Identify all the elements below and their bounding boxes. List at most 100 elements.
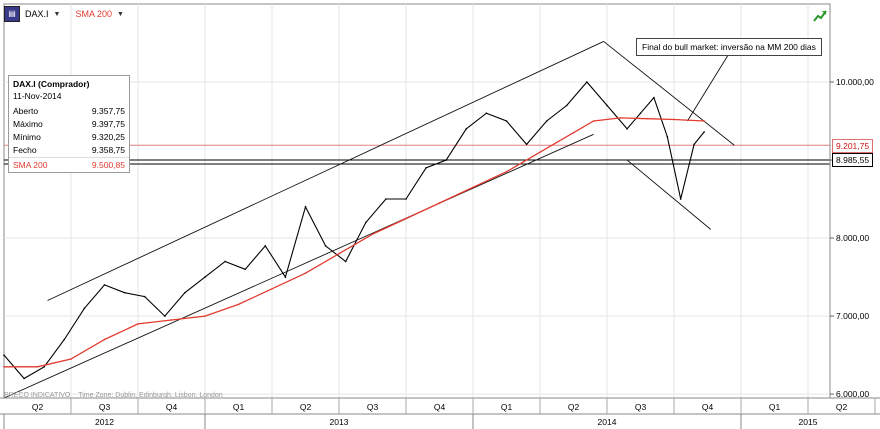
trendline-1 bbox=[3, 133, 594, 399]
series-point bbox=[344, 260, 347, 263]
series-point bbox=[545, 120, 548, 122]
series-point bbox=[164, 315, 166, 317]
series-point bbox=[224, 260, 226, 263]
plot-area bbox=[3, 3, 831, 399]
trendline-2 bbox=[603, 41, 735, 146]
indicative-price-label: PREÇO INDICATIVO bbox=[4, 392, 71, 399]
series-point bbox=[606, 104, 608, 107]
trend-up-icon[interactable] bbox=[812, 8, 828, 24]
series-point bbox=[63, 338, 66, 341]
series-point bbox=[666, 135, 669, 138]
x-tick-label: Q3 bbox=[367, 402, 379, 412]
series-point bbox=[3, 365, 5, 368]
series-point bbox=[438, 202, 441, 204]
series-point bbox=[264, 245, 267, 247]
x-tick-label: Q1 bbox=[501, 402, 513, 412]
series-point bbox=[271, 287, 273, 290]
series-point bbox=[204, 315, 206, 317]
x-tick-label: Q4 bbox=[702, 402, 714, 412]
info-value-open: 9.357,75 bbox=[91, 105, 125, 116]
series-point bbox=[244, 268, 246, 271]
support-price-tag: 8.985,55 bbox=[832, 153, 874, 167]
info-label-high: Máximo bbox=[13, 118, 43, 129]
series-point bbox=[525, 143, 528, 146]
series-point bbox=[703, 120, 705, 122]
footer-note: PREÇO INDICATIVO Time Zone: Dublin, Edin… bbox=[4, 392, 229, 399]
annotation-box[interactable]: Final do bull market: inversão na MM 200… bbox=[636, 38, 822, 56]
info-value-high: 9.397,75 bbox=[91, 118, 125, 129]
series-point bbox=[123, 291, 126, 294]
series-point bbox=[23, 377, 25, 380]
year-label: 2012 bbox=[95, 417, 114, 427]
series-point bbox=[204, 276, 206, 278]
series-point bbox=[338, 252, 340, 255]
info-row-close: Fecho 9.358,75 bbox=[9, 143, 129, 156]
x-tick-label: Q2 bbox=[32, 402, 44, 412]
series-point bbox=[103, 284, 106, 286]
series-point bbox=[572, 131, 575, 134]
y-axis-area bbox=[830, 4, 880, 398]
x-tick-label: Q4 bbox=[166, 402, 178, 412]
series-point bbox=[539, 151, 541, 154]
x-tick-label: Q1 bbox=[769, 402, 781, 412]
info-value-low: 9.320,25 bbox=[91, 131, 125, 142]
y-tick-label: 6.000,00 bbox=[836, 389, 869, 399]
y-tick-label: 8.000,00 bbox=[836, 233, 869, 243]
series-point bbox=[137, 323, 139, 325]
series-point bbox=[592, 120, 595, 122]
info-label-close: Fecho bbox=[13, 144, 37, 155]
series-point bbox=[679, 198, 682, 200]
series-point bbox=[646, 117, 648, 120]
timezone-label: Time Zone: Dublin, Edinburgh, Lisbon, Lo… bbox=[78, 392, 223, 399]
x-tick-label: Q3 bbox=[99, 402, 111, 412]
series-point bbox=[693, 143, 695, 146]
info-value-sma: 9.500,85 bbox=[91, 159, 125, 170]
series-point bbox=[653, 96, 655, 99]
series-point bbox=[703, 131, 705, 133]
series-point bbox=[324, 245, 327, 247]
chart-app-icon[interactable]: ▤ bbox=[4, 6, 20, 22]
series-point bbox=[465, 128, 468, 130]
series-point bbox=[143, 295, 146, 298]
symbol-dropdown-icon[interactable]: ▼ bbox=[53, 10, 61, 18]
indicator-dropdown-icon[interactable]: ▼ bbox=[116, 10, 124, 18]
year-label: 2015 bbox=[799, 417, 818, 427]
x-tick-label: Q3 bbox=[635, 402, 647, 412]
x-tick-label: Q2 bbox=[568, 402, 580, 412]
series-point bbox=[626, 128, 628, 130]
y-tick-label: 7.000,00 bbox=[836, 311, 869, 321]
series-point bbox=[472, 186, 474, 189]
series-point bbox=[43, 365, 45, 368]
series-point bbox=[425, 167, 427, 169]
year-label: 2013 bbox=[330, 417, 349, 427]
series-point bbox=[70, 358, 72, 360]
info-label-open: Aberto bbox=[13, 105, 39, 116]
info-row-open: Aberto 9.357,75 bbox=[9, 104, 129, 117]
series-point bbox=[639, 112, 642, 115]
series-line-dax bbox=[3, 81, 705, 380]
x-tick-label: Q4 bbox=[434, 402, 446, 412]
annotation-leader-line bbox=[687, 51, 731, 122]
series-point bbox=[3, 354, 5, 356]
info-title: DAX.I (Comprador) bbox=[13, 79, 90, 89]
info-row-low: Mínimo 9.320,25 bbox=[9, 130, 129, 143]
series-point bbox=[170, 319, 173, 321]
series-point bbox=[566, 104, 568, 107]
info-row-high: Máximo 9.397,75 bbox=[9, 117, 129, 130]
series-point bbox=[371, 233, 374, 235]
year-label: 2014 bbox=[598, 417, 617, 427]
indicator-selector[interactable]: SMA 200 bbox=[75, 9, 112, 19]
series-point bbox=[304, 272, 307, 274]
series-point bbox=[405, 198, 407, 200]
info-value-close: 9.358,75 bbox=[91, 144, 125, 155]
series-point bbox=[586, 81, 588, 83]
trendline-3 bbox=[626, 159, 712, 230]
series-point bbox=[237, 303, 240, 306]
symbol-selector[interactable]: DAX.I bbox=[25, 9, 49, 19]
y-tick-label: 10.000,00 bbox=[836, 77, 874, 87]
x-tick-label: Q2 bbox=[836, 402, 848, 412]
ohlc-info-panel: DAX.I (Comprador) 11-Nov-2014 Aberto 9.3… bbox=[8, 75, 130, 173]
series-point bbox=[304, 206, 307, 208]
